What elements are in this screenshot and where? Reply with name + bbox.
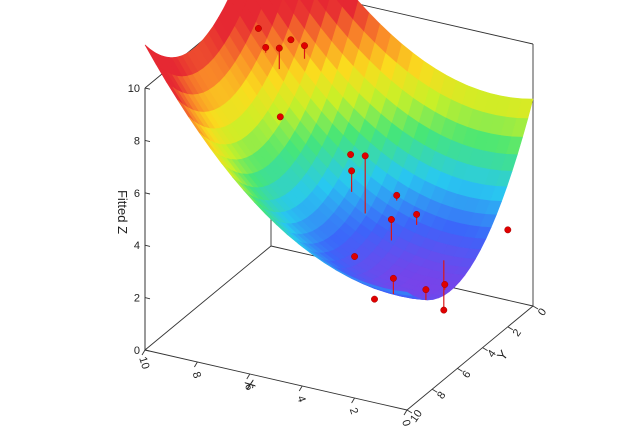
x-tick [194,361,198,368]
x-tick [403,409,408,416]
data-points [254,25,512,314]
z-tick-label: 0 [134,345,140,357]
x-tick [246,373,251,380]
x-tick [351,397,355,404]
data-point [361,152,369,160]
frame-edge [144,245,272,351]
data-point [348,167,356,175]
data-point [393,191,401,199]
z-tick [144,297,151,300]
z-tick [144,139,151,143]
x-tick [141,349,146,356]
data-point [301,42,308,50]
y-tick-label: 8 [435,390,448,402]
x-tick-label: 0 [399,418,412,427]
z-tick-label: 10 [128,83,140,95]
data-point [262,43,270,51]
y-tick [406,409,413,414]
x-tick-label: 2 [347,406,360,416]
data-point [413,210,421,218]
chart-front-frame [144,88,534,411]
data-point [351,253,359,260]
data-point [387,216,395,223]
data-point [347,151,355,159]
z-tick-label: 6 [134,188,140,200]
y-axis-title: Y [494,347,511,363]
y-tick [482,347,488,351]
axis-line-x [144,349,408,411]
y-tick [431,388,438,393]
data-point [504,226,512,234]
data-point [441,281,449,288]
y-tick-label: 2 [511,327,524,339]
data-point [422,286,430,294]
y-tick-label: 4 [485,348,498,360]
z-tick-label: 2 [134,293,140,305]
data-point [254,25,262,32]
y-tick [507,326,514,331]
y-tick [457,368,463,372]
z-tick-label: 4 [134,240,140,252]
z-tick [144,349,151,352]
data-point [440,306,448,314]
x-tick-label: 8 [190,370,203,380]
data-point [389,274,397,282]
axis-ticks [141,87,539,416]
fitted-surface [144,0,534,301]
z-tick [144,87,151,90]
surface-patch [395,290,413,296]
z-axis-title: Fitted Z [115,190,130,234]
y-tick-label: 10 [408,408,425,425]
x-tick [298,385,303,392]
x-tick-label: 6 [242,382,255,392]
y-tick-label: 0 [536,306,549,318]
y-tick-label: 6 [460,369,473,381]
y-tick [532,305,539,310]
z-tick [144,244,151,247]
x-tick-label: 4 [294,394,307,404]
z-tick [144,192,151,195]
data-point [371,295,378,303]
z-tick-label: 8 [134,135,140,147]
axis-line-y [406,305,534,411]
x-tick-label: 10 [136,355,151,370]
frame-edge [338,0,534,45]
data-point [276,113,284,121]
data-point [275,44,283,52]
data-point [287,36,295,44]
